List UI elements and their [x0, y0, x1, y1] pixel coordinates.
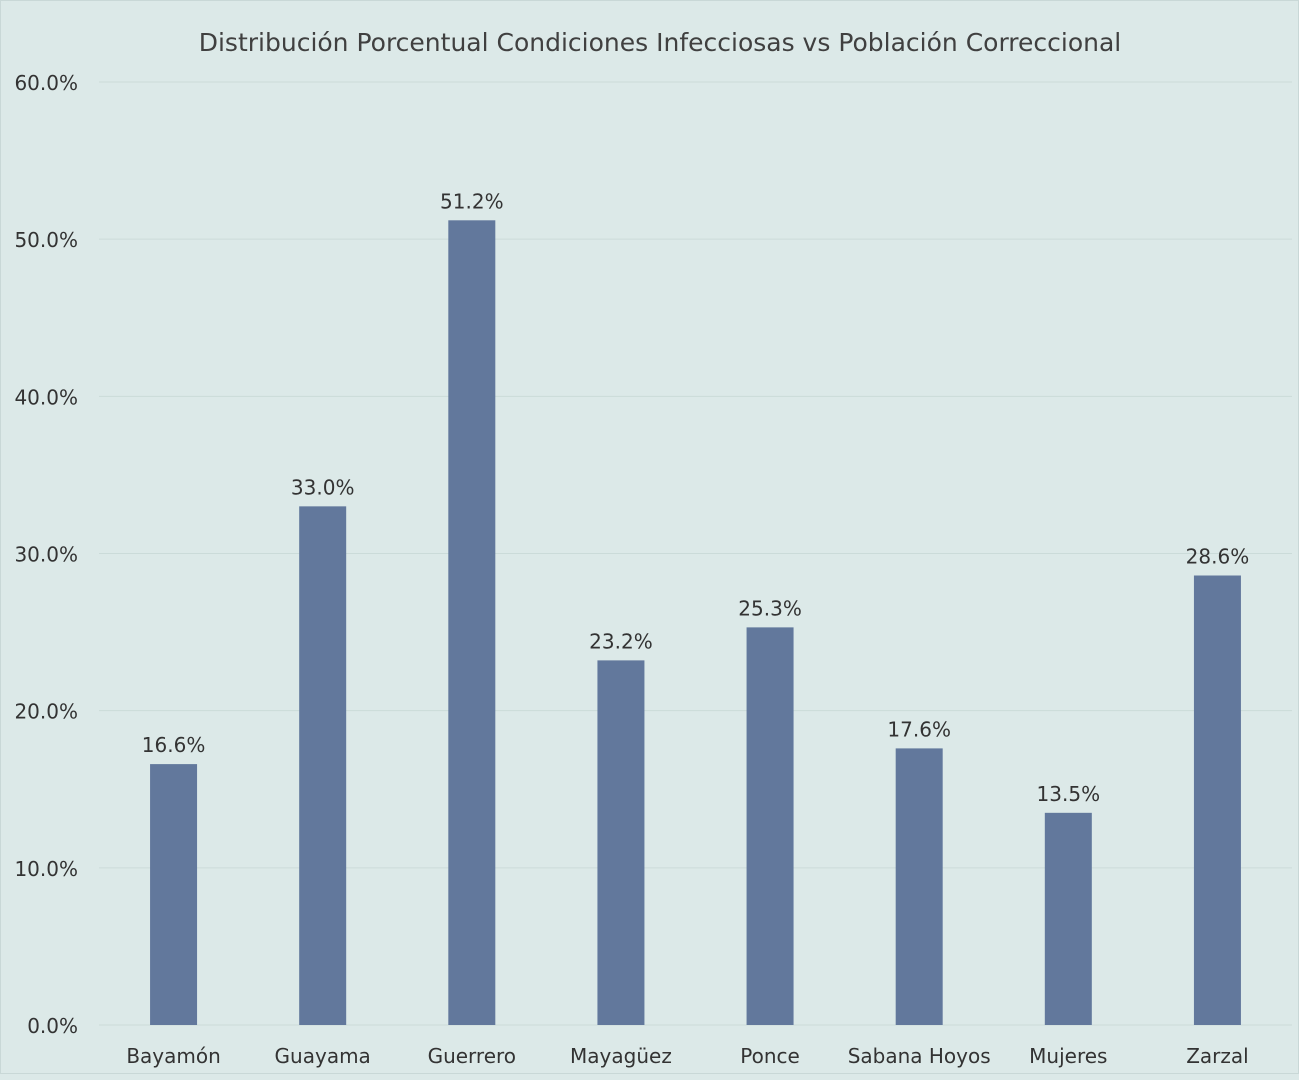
y-axis-tick-labels: 0.0% 10.0% 20.0% 30.0% 40.0% 50.0% 60.0% [14, 71, 78, 1038]
y-tick-label: 40.0% [14, 385, 78, 409]
y-tick-label: 20.0% [14, 700, 78, 724]
data-label: 28.6% [1186, 545, 1250, 569]
x-tick-label: Sabana Hoyos [848, 1044, 991, 1068]
y-tick-label: 60.0% [14, 71, 78, 95]
data-labels: 16.6% 33.0% 51.2% 23.2% 25.3% 17.6% 13.5% 28.6% [142, 189, 1249, 806]
y-tick-label: 30.0% [14, 543, 78, 567]
data-label: 16.6% [142, 733, 206, 757]
x-tick-label: Bayamón [126, 1044, 220, 1068]
x-tick-label: Guerrero [428, 1044, 516, 1068]
x-tick-label: Ponce [740, 1044, 800, 1068]
x-tick-label: Mayagüez [570, 1044, 672, 1068]
x-axis-tick-labels: Bayamón Guayama Guerrero Mayagüez Ponce Saban… [126, 1044, 1248, 1068]
bar [299, 506, 347, 1026]
bar [895, 748, 943, 1025]
bar [597, 660, 645, 1025]
data-label: 23.2% [589, 629, 653, 653]
data-label: 13.5% [1037, 782, 1101, 806]
bar [150, 764, 198, 1025]
y-tick-label: 50.0% [14, 228, 78, 252]
data-label: 33.0% [291, 475, 355, 499]
chart-title: Distribución Porcentual Condiciones Infe… [199, 28, 1122, 57]
bar [1193, 575, 1241, 1025]
x-tick-label: Guayama [275, 1044, 371, 1068]
data-label: 51.2% [440, 189, 504, 213]
bar [448, 220, 496, 1026]
x-tick-label: Mujeres [1029, 1044, 1107, 1068]
y-tick-label: 0.0% [27, 1014, 78, 1038]
bar [746, 627, 794, 1025]
x-tick-label: Zarzal [1186, 1044, 1249, 1068]
gridlines [99, 81, 1292, 1026]
y-tick-label: 10.0% [14, 857, 78, 881]
bar [1044, 812, 1092, 1025]
data-label: 25.3% [738, 596, 802, 620]
data-label: 17.6% [887, 717, 951, 741]
bars [150, 220, 1241, 1026]
